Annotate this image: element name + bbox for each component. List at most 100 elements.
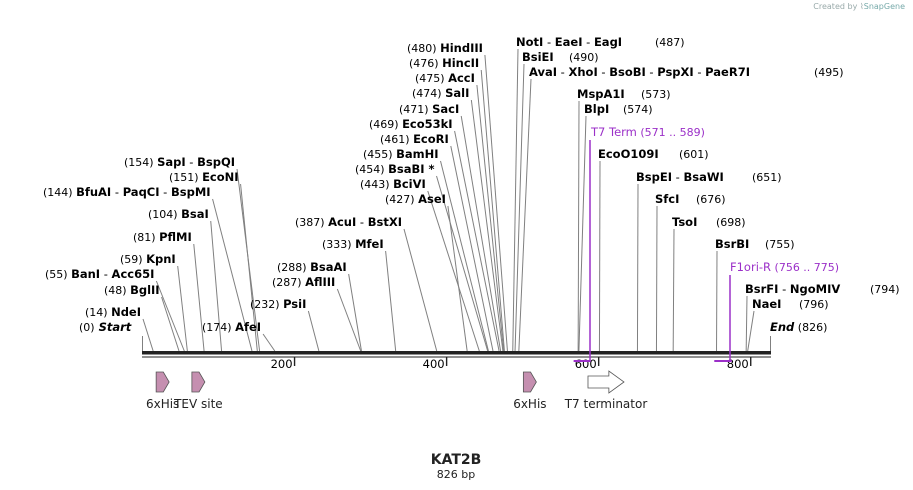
sequence-backbone[interactable] <box>142 351 771 358</box>
feature-arrow-0[interactable] <box>155 371 170 393</box>
site-label-bfuai[interactable]: (144) BfuAI - PaqCI - BspMI <box>43 185 211 199</box>
feature-arrow-3[interactable] <box>587 370 625 394</box>
site-position: (796) <box>799 298 829 311</box>
site-label-acui[interactable]: (387) AcuI - BstXI <box>295 215 402 229</box>
site-lead-line <box>578 115 587 352</box>
enzyme-name: BsiEI <box>522 50 554 64</box>
enzyme-name: NgoMIV <box>790 282 840 296</box>
site-label-acci[interactable]: (475) AccI <box>415 71 475 85</box>
enzyme-name: BsoBI <box>609 65 646 79</box>
site-lead-line <box>142 318 154 352</box>
enzyme-name: BanI <box>71 267 100 281</box>
site-label-bsabi[interactable]: (454) BsaBI * <box>355 162 435 176</box>
site-lead-line <box>484 54 508 352</box>
site-position: (287) <box>272 276 305 289</box>
enzyme-name: EcoNI <box>202 170 238 184</box>
site-label-mfei[interactable]: (333) MfeI <box>322 237 384 251</box>
site-position: (144) <box>43 186 76 199</box>
site-position: (475) <box>415 72 448 85</box>
tick-label-200: 200 <box>271 357 293 371</box>
site-lead-line <box>155 280 185 352</box>
site-label-saci[interactable]: (471) SacI <box>399 102 459 116</box>
site-label-bani[interactable]: (55) BanI - Acc65I <box>45 267 154 281</box>
enzyme-name: BlpI <box>584 102 609 116</box>
site-position: (232) <box>250 298 283 311</box>
site-label-ndei[interactable]: (14) NdeI <box>85 305 141 319</box>
site-lead-line <box>427 190 480 352</box>
site-label-sali[interactable]: (474) SalI <box>412 86 469 100</box>
site-position: (480) <box>407 42 440 55</box>
credit-brand: SnapGene <box>863 2 905 11</box>
enzyme-name: AfeI <box>235 320 261 334</box>
start-name: Start <box>95 320 132 334</box>
site-label-mspa1i[interactable]: MspA1I <box>577 87 625 101</box>
site-label-noti[interactable]: NotI - EaeI - EagI <box>516 35 622 49</box>
site-label-ecori[interactable]: (461) EcoRI <box>380 132 449 146</box>
site-label-eco53ki[interactable]: (469) Eco53kI <box>369 117 453 131</box>
site-label-afei[interactable]: (174) AfeI <box>202 320 261 334</box>
enzyme-name: AflIII <box>305 275 335 289</box>
site-label-sapi[interactable]: (154) SapI - BspQI <box>124 155 235 169</box>
feature-arrow-1[interactable] <box>191 371 206 393</box>
site-label-bsai[interactable]: (104) BsaI <box>148 207 209 221</box>
enzyme-name: PaeR7I <box>705 65 750 79</box>
site-label-afliii[interactable]: (287) AflIII <box>272 275 335 289</box>
site-label-sfci[interactable]: SfcI <box>655 192 679 206</box>
site-label-bsiei[interactable]: BsiEI <box>522 50 554 64</box>
site-label-econi[interactable]: (151) EcoNI <box>169 170 239 184</box>
site-label-bsaai[interactable]: (288) BsaAI <box>277 260 347 274</box>
site-label-avai[interactable]: AvaI - XhoI - BsoBI - PspXI - PaeR7I <box>529 65 750 79</box>
site-label-bsrfi[interactable]: BsrFI - NgoMIV <box>745 282 840 296</box>
site-label-bglii[interactable]: (48) BglII <box>104 283 160 297</box>
site-position: (794) <box>870 283 900 296</box>
site-label-psii[interactable]: (232) PsiI <box>250 297 306 311</box>
enzyme-name: BsaAI <box>310 260 347 274</box>
site-label-asei[interactable]: (427) AseI <box>385 192 446 206</box>
site-position: (55) <box>45 268 71 281</box>
site-position: (476) <box>409 57 442 70</box>
enzyme-name: BsrBI <box>715 237 749 251</box>
site-lead-line <box>336 288 362 352</box>
start-label: (0) Start <box>79 320 132 334</box>
map-title: KAT2B <box>431 452 482 468</box>
site-label-bcivi[interactable]: (443) BciVI <box>360 177 426 191</box>
enzyme-name: KpnI <box>146 252 176 266</box>
site-label-bspei[interactable]: BspEI - BsaWI <box>636 170 724 184</box>
ruler-ticks: 200 400 600 800 <box>271 357 752 371</box>
snapgene-credit: Created by ⌇SnapGene <box>813 2 905 11</box>
site-label-hindiii[interactable]: (480) HindIII <box>407 41 483 55</box>
site-position: (174) <box>202 321 235 334</box>
site-label-ecoo109i[interactable]: EcoO109I <box>598 147 659 161</box>
end-name: End <box>770 320 795 334</box>
site-lead-line <box>385 250 397 352</box>
tick-label-600: 600 <box>575 357 597 371</box>
site-label-kpni[interactable]: (59) KpnI <box>120 252 176 266</box>
site-label-blpi[interactable]: BlpI <box>584 102 609 116</box>
enzyme-name: AcuI <box>328 215 356 229</box>
primer-label[interactable]: T7 Term (571 .. 589) <box>590 125 705 139</box>
site-label-bamhi[interactable]: (455) BamHI <box>363 147 439 161</box>
site-position: (469) <box>369 118 402 131</box>
site-lead-line <box>745 295 748 352</box>
enzyme-name: SacI <box>432 102 459 116</box>
feature-arrow-2[interactable] <box>522 371 537 393</box>
site-label-naei[interactable]: NaeI <box>752 297 781 311</box>
site-position: (676) <box>696 193 726 206</box>
site-position: (474) <box>412 87 445 100</box>
site-label-tsoi[interactable]: TsoI <box>672 215 697 229</box>
site-label-bsrbi[interactable]: BsrBI <box>715 237 749 251</box>
site-lead-line <box>440 160 489 352</box>
site-lead-line <box>348 273 362 352</box>
enzyme-name: BstXI <box>368 215 402 229</box>
enzyme-name: NotI <box>516 35 543 49</box>
site-position: (454) <box>355 163 388 176</box>
site-lead-line <box>447 205 468 352</box>
enzyme-name: SapI <box>157 155 186 169</box>
enzyme-name: BspMI <box>171 185 211 199</box>
site-lead-line <box>470 99 504 352</box>
enzyme-name: HindIII <box>440 41 483 55</box>
enzyme-name: HincII <box>442 56 479 70</box>
site-label-hincii[interactable]: (476) HincII <box>409 56 479 70</box>
primer-label[interactable]: F1ori-R (756 .. 775) <box>730 260 839 274</box>
site-label-pflmi[interactable]: (81) PflMI <box>133 230 192 244</box>
